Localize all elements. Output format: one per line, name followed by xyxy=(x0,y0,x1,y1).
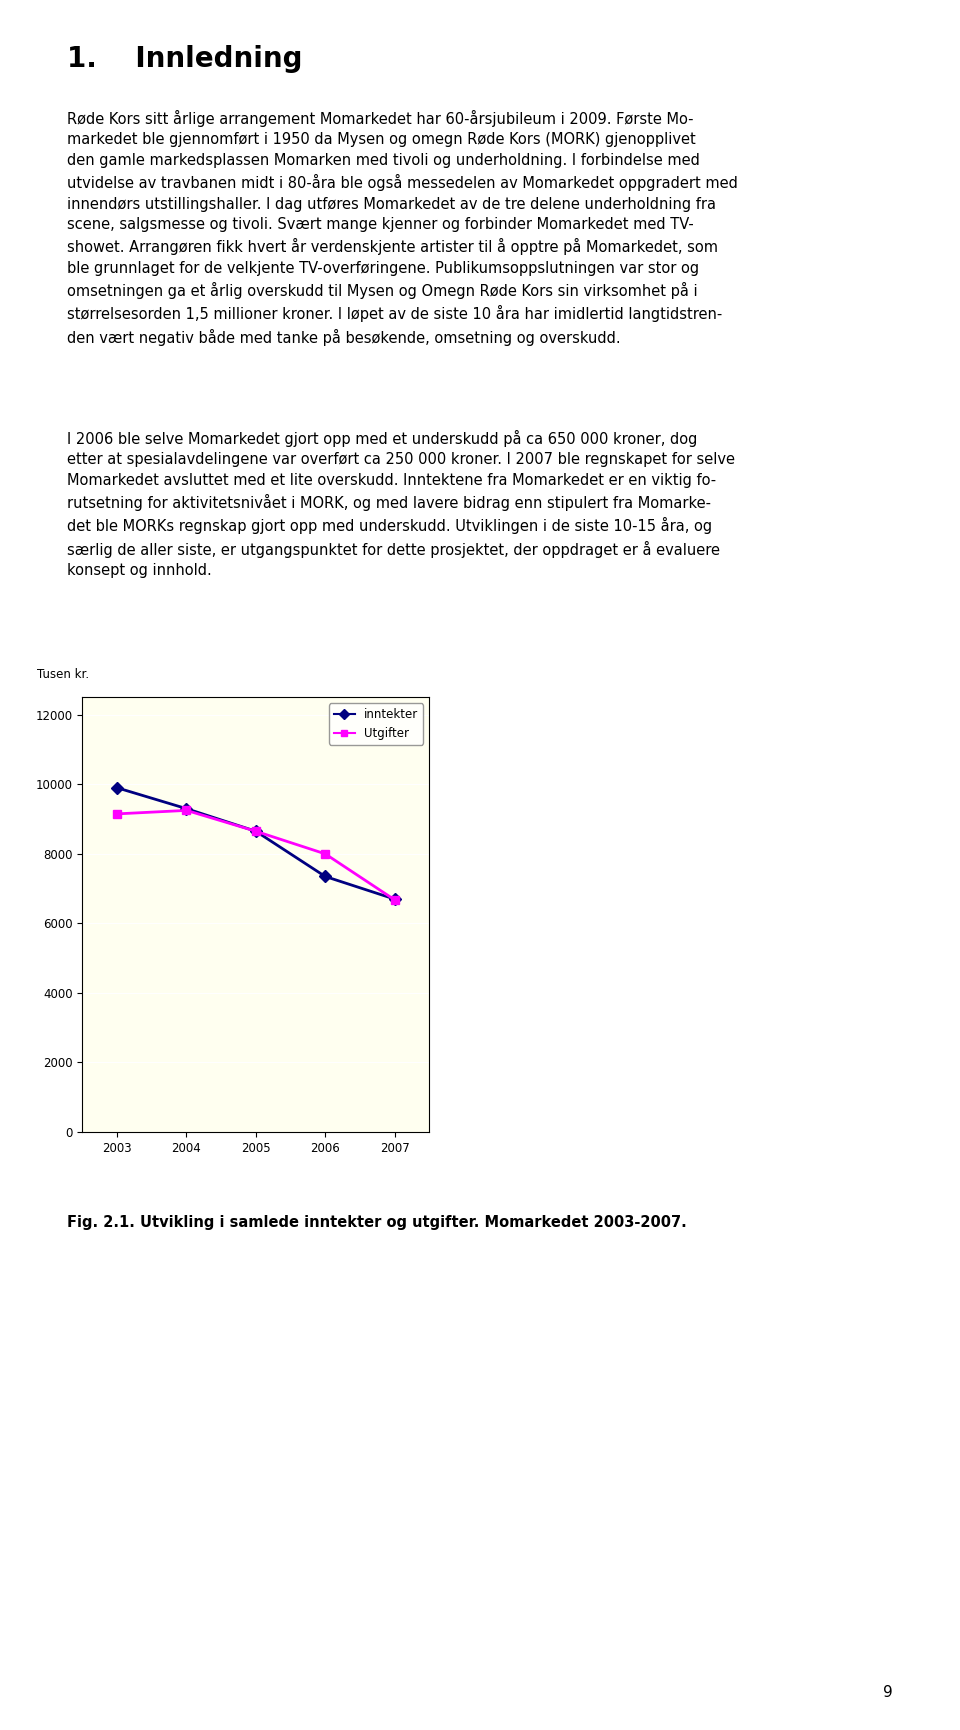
Legend: inntekter, Utgifter: inntekter, Utgifter xyxy=(329,704,423,744)
Text: Tusen kr.: Tusen kr. xyxy=(37,668,89,682)
Text: 1.    Innledning: 1. Innledning xyxy=(67,45,302,73)
Text: I 2006 ble selve Momarkedet gjort opp med et underskudd på ca 650 000 kroner, do: I 2006 ble selve Momarkedet gjort opp me… xyxy=(67,431,735,578)
Text: Røde Kors sitt årlige arrangement Momarkedet har 60-årsjubileum i 2009. Første M: Røde Kors sitt årlige arrangement Momark… xyxy=(67,111,738,346)
Text: Fig. 2.1. Utvikling i samlede inntekter og utgifter. Momarkedet 2003-2007.: Fig. 2.1. Utvikling i samlede inntekter … xyxy=(67,1214,687,1230)
Text: 9: 9 xyxy=(883,1685,893,1701)
